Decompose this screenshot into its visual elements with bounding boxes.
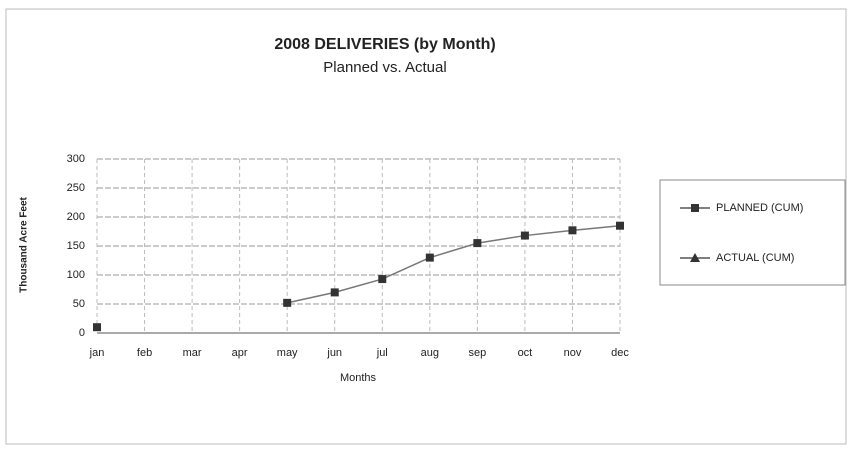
y-axis-label: Thousand Acre Feet [19,196,30,292]
data-point [520,231,529,240]
x-tick-label: nov [564,347,582,359]
legend-label: PLANNED (CUM) [716,202,803,214]
legend-label: ACTUAL (CUM) [716,252,794,264]
x-tick-label: apr [232,347,248,359]
x-tick-label: jun [326,347,342,359]
data-point [473,239,482,248]
x-tick-label: dec [611,347,629,359]
y-tick-label: 50 [73,298,85,310]
data-point [330,288,339,297]
x-tick-label: may [277,347,298,359]
data-point [616,221,624,230]
data-point [378,275,387,284]
x-tick-label: sep [468,347,486,359]
legend [659,179,846,286]
data-point [425,253,434,262]
y-tick-label: 100 [67,269,85,281]
x-tick-label: oct [518,347,533,359]
y-tick-label: 150 [67,240,85,252]
y-tick-label: 250 [67,182,85,194]
y-tick-label: 0 [79,327,85,339]
x-tick-label: aug [421,347,439,359]
y-tick-label: 300 [67,153,85,165]
data-point [93,323,101,332]
legend-marker [691,204,699,212]
x-tick-label: jan [89,347,105,359]
x-tick-label: feb [137,347,152,359]
y-tick-label: 200 [67,211,85,223]
chart-title: 2008 DELIVERIES (by Month) [274,36,495,53]
series-line [287,224,621,304]
x-axis-label: Months [340,372,377,384]
legend-marker [690,253,700,262]
chart-subtitle: Planned vs. Actual [323,59,446,76]
x-tick-label: mar [183,347,202,359]
x-tick-label: jul [376,347,388,359]
data-point [283,298,292,307]
data-point [568,226,577,235]
